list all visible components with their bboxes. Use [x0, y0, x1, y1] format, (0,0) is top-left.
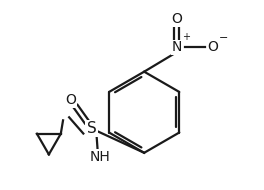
Text: −: − [219, 33, 228, 43]
Text: O: O [208, 40, 219, 54]
Text: S: S [87, 121, 96, 136]
Text: N: N [171, 40, 182, 54]
Text: +: + [182, 32, 190, 42]
Text: NH: NH [89, 150, 110, 164]
Text: O: O [66, 93, 77, 107]
Text: O: O [171, 12, 182, 26]
